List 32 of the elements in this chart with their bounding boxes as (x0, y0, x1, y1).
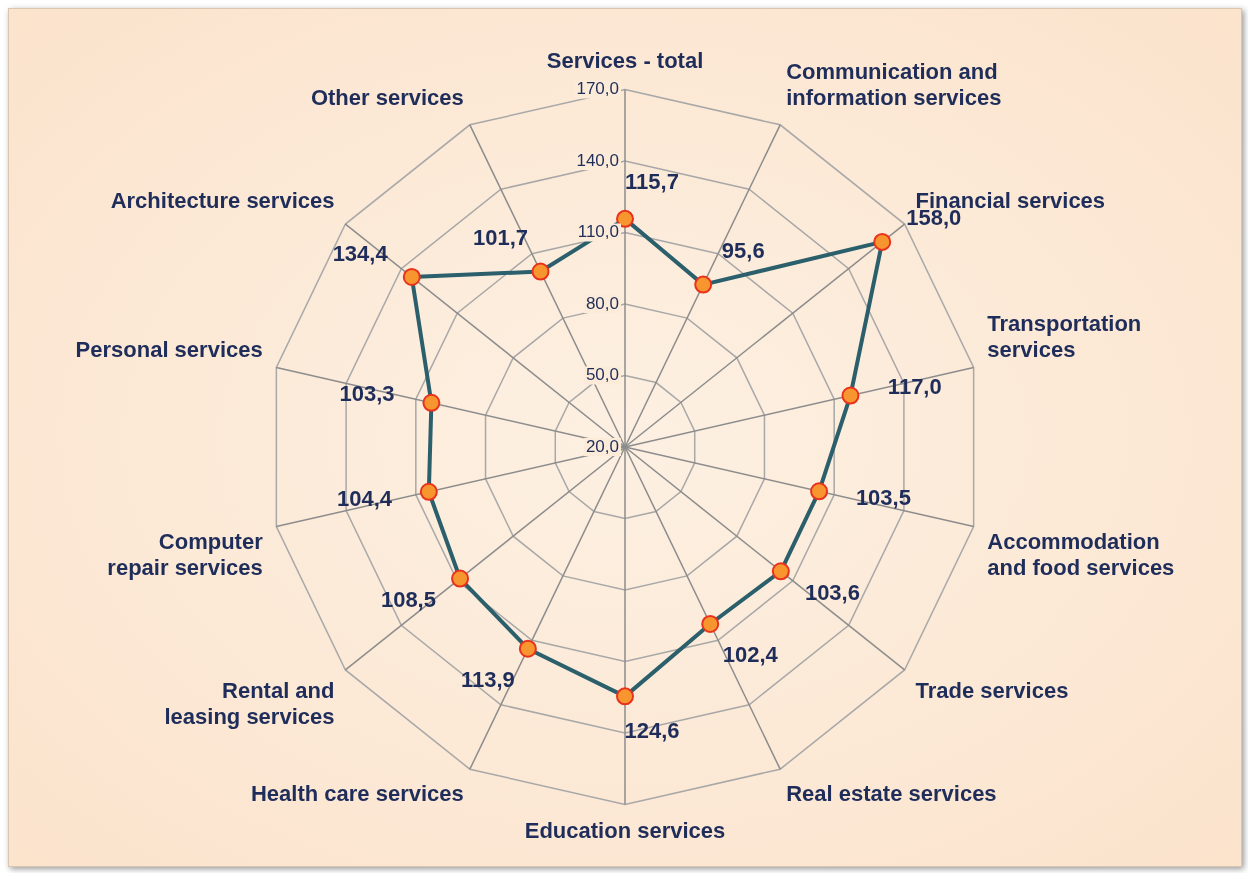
y-tick-label: 110,0 (577, 222, 619, 242)
data-label: 113,9 (460, 667, 515, 693)
spoke-label: Accommodation and food services (987, 528, 1175, 581)
data-label: 101,7 (472, 225, 529, 251)
spoke-label: Services - total (546, 48, 704, 74)
data-label: 103,3 (339, 380, 395, 406)
data-label: 115,7 (625, 168, 679, 194)
data-label: 103,5 (855, 485, 911, 511)
spoke-label: Health care services (250, 781, 464, 807)
data-label: 108,5 (380, 587, 436, 613)
data-label: 117,0 (887, 373, 942, 399)
spoke-label: Communication and information services (786, 58, 1002, 111)
data-label: 95,6 (721, 238, 765, 264)
data-label: 102,4 (722, 642, 779, 668)
spoke-label: Trade services (915, 677, 1069, 703)
y-tick-label: 80,0 (585, 293, 619, 313)
spoke-label: Transportation services (987, 310, 1142, 363)
y-tick-label: 140,0 (576, 150, 619, 170)
data-label: 134,4 (332, 240, 389, 266)
y-tick-label: 50,0 (585, 365, 619, 385)
y-tick-label: 20,0 (585, 436, 619, 456)
spoke-label: Personal services (75, 337, 263, 363)
data-label: 103,6 (804, 579, 860, 605)
spoke-label: Architecture services (110, 188, 335, 214)
data-label: 124,6 (624, 718, 680, 744)
data-label: 104,4 (336, 485, 393, 511)
spoke-label: Other services (310, 85, 464, 111)
spoke-label: Education services (524, 817, 726, 843)
spoke-label: Rental and leasing services (164, 677, 335, 730)
spoke-label: Real estate services (786, 781, 997, 807)
y-tick-label: 170,0 (576, 79, 619, 99)
spoke-label: Computer repair services (107, 528, 264, 581)
